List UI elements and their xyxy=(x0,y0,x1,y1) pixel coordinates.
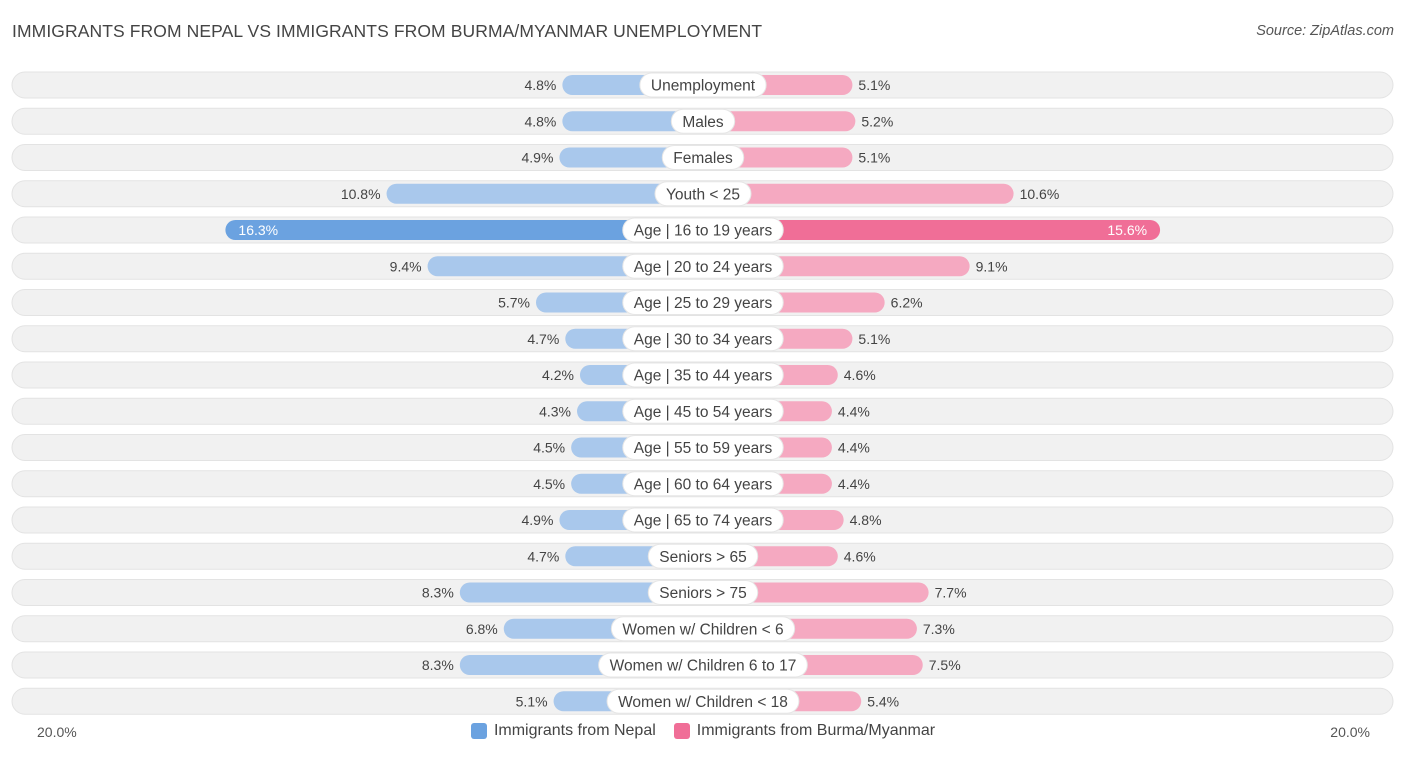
axis-left-label: 20.0% xyxy=(37,724,77,740)
category-pill-age-60-to-64-years xyxy=(622,471,784,497)
category-label-age-20-to-24-years: Age | 20 to 24 years xyxy=(634,259,773,276)
value-label-nepal-unemployment: 4.8% xyxy=(524,77,556,93)
value-label-burma-age-55-to-59-years: 4.4% xyxy=(838,440,870,456)
bar-nepal-males xyxy=(562,111,703,132)
category-label-age-25-to-29-years: Age | 25 to 29 years xyxy=(634,295,773,312)
value-label-burma-age-60-to-64-years: 4.4% xyxy=(838,476,870,492)
value-label-nepal-age-30-to-34-years: 4.7% xyxy=(527,331,559,347)
value-label-burma-age-45-to-54-years: 4.4% xyxy=(838,403,870,419)
category-pill-women-w-children-6 xyxy=(610,616,796,642)
bar-nepal-age-16-to-19-years xyxy=(225,220,703,240)
category-pill-youth-25 xyxy=(654,181,752,207)
value-label-nepal-age-55-to-59-years: 4.5% xyxy=(533,440,565,456)
value-label-burma-seniors-65: 4.6% xyxy=(844,548,876,564)
value-label-burma-unemployment: 5.1% xyxy=(858,77,890,93)
category-label-age-55-to-59-years: Age | 55 to 59 years xyxy=(634,440,773,457)
value-label-nepal-seniors-75: 8.3% xyxy=(422,585,454,601)
value-label-burma-women-w-children-18: 5.4% xyxy=(867,693,899,709)
value-label-burma-youth-25: 10.6% xyxy=(1020,186,1060,202)
value-label-nepal-age-35-to-44-years: 4.2% xyxy=(542,367,574,383)
bar-nepal-youth-25 xyxy=(386,183,703,204)
category-pill-age-16-to-19-years xyxy=(622,217,784,243)
bar-burma-youth-25 xyxy=(703,183,1014,204)
value-label-burma-males: 5.2% xyxy=(861,113,893,129)
value-label-burma-age-35-to-44-years: 4.6% xyxy=(844,367,876,383)
category-label-women-w-children-6-to-17: Women w/ Children 6 to 17 xyxy=(610,658,797,675)
category-label-age-16-to-19-years: Age | 16 to 19 years xyxy=(634,223,773,240)
value-label-burma-age-65-to-74-years: 4.8% xyxy=(850,512,882,528)
category-pill-age-65-to-74-years xyxy=(622,507,784,533)
category-label-age-30-to-34-years: Age | 30 to 34 years xyxy=(634,331,773,348)
category-pill-females xyxy=(661,145,745,170)
bar-burma-age-16-to-19-years xyxy=(703,220,1161,240)
category-label-age-65-to-74-years: Age | 65 to 74 years xyxy=(634,513,773,530)
category-pill-seniors-65 xyxy=(647,543,759,569)
value-label-nepal-age-25-to-29-years: 5.7% xyxy=(498,295,530,311)
value-label-nepal-age-45-to-54-years: 4.3% xyxy=(539,403,571,419)
value-label-nepal-women-w-children-6: 6.8% xyxy=(466,621,498,637)
value-label-burma-age-20-to-24-years: 9.1% xyxy=(976,258,1008,274)
value-label-nepal-males: 4.8% xyxy=(524,113,556,129)
value-label-burma-age-30-to-34-years: 5.1% xyxy=(858,331,890,347)
value-label-nepal-age-60-to-64-years: 4.5% xyxy=(533,476,565,492)
category-label-women-w-children-18: Women w/ Children < 18 xyxy=(618,694,788,711)
category-pill-age-30-to-34-years xyxy=(622,326,784,352)
legend-label-burma: Immigrants from Burma/Myanmar xyxy=(696,722,936,739)
value-label-burma-seniors-75: 7.7% xyxy=(935,585,967,601)
category-label-males: Males xyxy=(682,114,724,131)
category-pill-age-20-to-24-years xyxy=(622,253,784,279)
value-label-nepal-women-w-children-6-to-17: 8.3% xyxy=(422,657,454,673)
value-label-burma-age-16-to-19-years: 15.6% xyxy=(1107,222,1147,238)
legend-label-nepal: Immigrants from Nepal xyxy=(493,722,656,739)
legend: Immigrants from Nepal Immigrants from Bu… xyxy=(0,722,1406,740)
value-label-nepal-women-w-children-18: 5.1% xyxy=(516,693,548,709)
legend-item-nepal[interactable]: Immigrants from Nepal xyxy=(470,722,656,740)
category-pill-age-25-to-29-years xyxy=(622,290,784,315)
category-label-women-w-children-6: Women w/ Children < 6 xyxy=(622,621,783,638)
value-label-nepal-females: 4.9% xyxy=(522,150,554,166)
category-label-unemployment: Unemployment xyxy=(651,78,756,95)
bar-burma-seniors-75 xyxy=(703,582,929,603)
value-label-burma-age-25-to-29-years: 6.2% xyxy=(891,295,923,311)
value-label-burma-women-w-children-6: 7.3% xyxy=(923,621,955,637)
bar-nepal-seniors-75 xyxy=(459,582,703,603)
legend-swatch-burma xyxy=(673,723,690,739)
category-pill-males xyxy=(670,108,736,134)
value-label-nepal-age-20-to-24-years: 9.4% xyxy=(390,258,422,274)
chart-title: IMMIGRANTS FROM NEPAL VS IMMIGRANTS FROM… xyxy=(12,21,763,41)
category-pill-unemployment xyxy=(639,72,767,98)
category-pill-age-45-to-54-years xyxy=(622,398,784,424)
axis-right-label: 20.0% xyxy=(1330,724,1370,740)
category-label-females: Females xyxy=(673,150,733,167)
category-label-youth-25: Youth < 25 xyxy=(666,186,740,203)
category-pill-age-55-to-59-years xyxy=(622,435,784,460)
category-label-age-35-to-44-years: Age | 35 to 44 years xyxy=(634,368,773,385)
category-label-age-60-to-64-years: Age | 60 to 64 years xyxy=(634,476,773,493)
category-label-seniors-65: Seniors > 65 xyxy=(659,549,746,566)
category-pill-women-w-children-18 xyxy=(606,688,800,714)
value-label-nepal-age-65-to-74-years: 4.9% xyxy=(522,512,554,528)
value-label-nepal-seniors-65: 4.7% xyxy=(527,548,559,564)
source-label: Source: ZipAtlas.com xyxy=(1256,23,1394,39)
category-pill-age-35-to-44-years xyxy=(622,362,784,388)
category-label-seniors-75: Seniors > 75 xyxy=(659,585,746,602)
value-label-burma-women-w-children-6-to-17: 7.5% xyxy=(929,657,961,673)
bar-burma-males xyxy=(703,111,856,132)
value-label-nepal-youth-25: 10.8% xyxy=(341,186,381,202)
value-label-burma-females: 5.1% xyxy=(858,150,890,166)
legend-item-burma[interactable]: Immigrants from Burma/Myanmar xyxy=(673,722,936,740)
category-pill-seniors-75 xyxy=(647,580,759,605)
category-label-age-45-to-54-years: Age | 45 to 54 years xyxy=(634,404,773,421)
category-pill-women-w-children-6-to-17 xyxy=(598,652,808,678)
legend-swatch-nepal xyxy=(470,723,487,739)
value-label-nepal-age-16-to-19-years: 16.3% xyxy=(238,222,278,238)
